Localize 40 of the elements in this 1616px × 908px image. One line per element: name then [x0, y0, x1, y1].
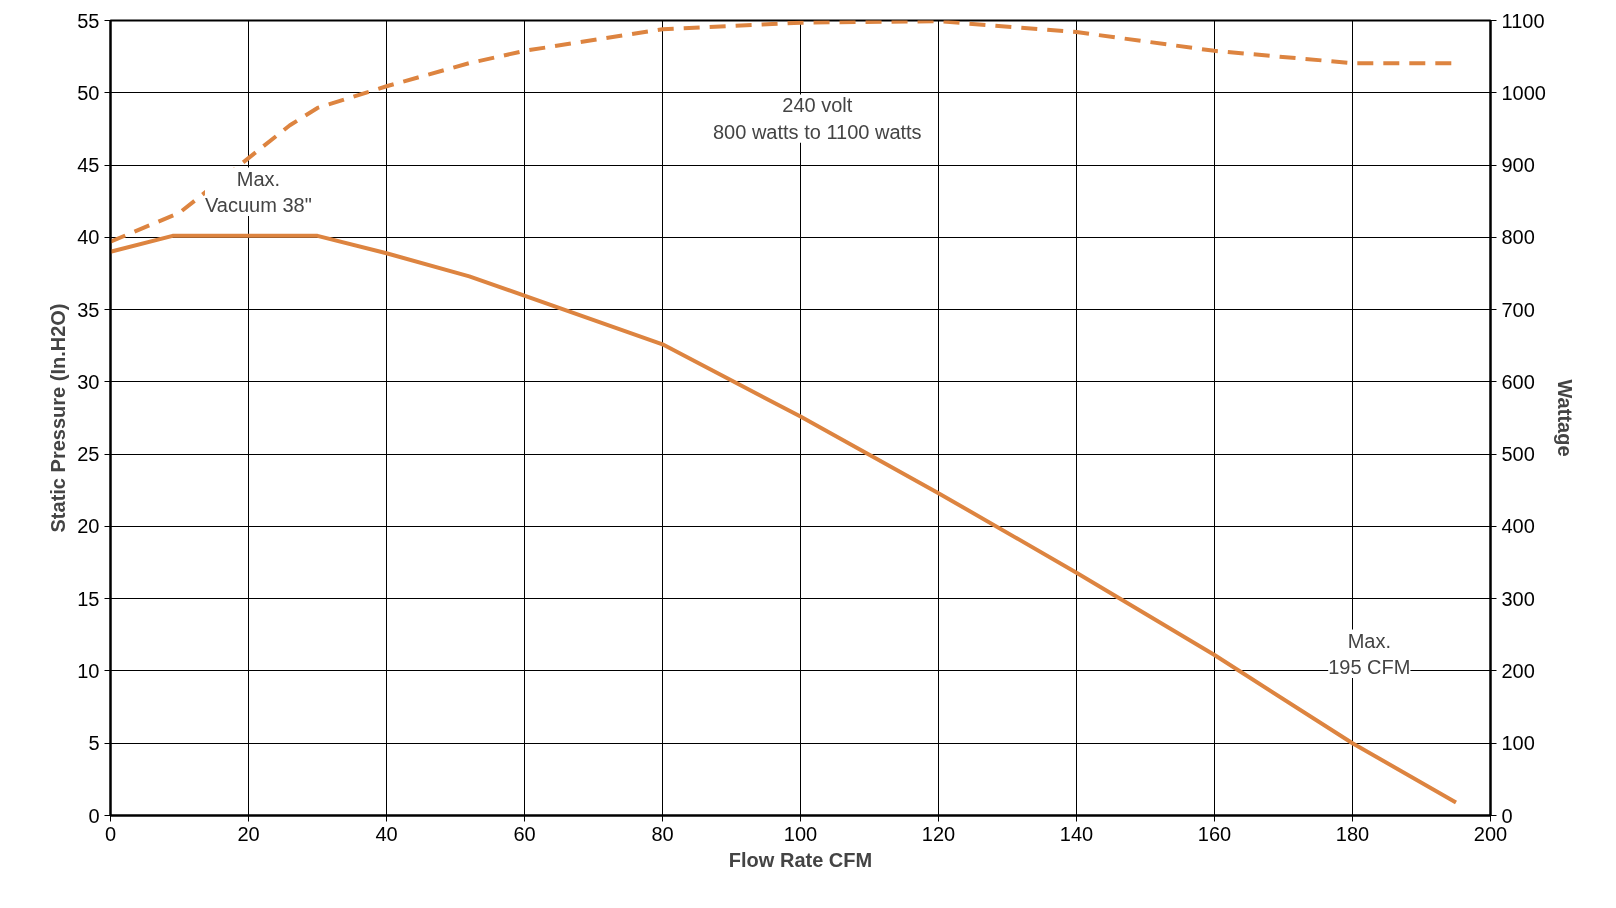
- y-axis-title: Static Pressure (In.H2O): [47, 303, 70, 533]
- y2-tick-label: 800: [1501, 226, 1535, 249]
- y-tick-label: 35: [77, 298, 100, 321]
- annotation: Max. Vacuum 38": [205, 167, 312, 216]
- y2-tick-label: 100: [1501, 732, 1535, 755]
- y-tick-label: 30: [77, 370, 100, 393]
- annotation: Max. 195 CFM: [1328, 629, 1411, 678]
- x-tick-label: 80: [651, 822, 674, 845]
- y-tick-label: 0: [88, 804, 100, 827]
- y2-tick-label: 300: [1501, 587, 1535, 610]
- y-tick-label: 10: [77, 659, 100, 682]
- x-tick-label: 100: [783, 822, 818, 845]
- y-tick-label: 40: [77, 226, 100, 249]
- y2-tick-label: 200: [1501, 659, 1535, 682]
- x-tick-label: 120: [921, 822, 956, 845]
- y2-tick-label: 900: [1501, 154, 1535, 177]
- y2-axis-title: Wattage: [1553, 379, 1576, 457]
- y-tick-label: 25: [77, 443, 100, 466]
- x-tick-label: 160: [1197, 822, 1232, 845]
- y2-tick-label: 1100: [1501, 9, 1545, 32]
- y2-tick-label: 400: [1501, 515, 1535, 538]
- line-series: [110, 233, 1458, 805]
- annotation: 240 volt 800 watts to 1100 watts: [712, 94, 922, 143]
- x-tick-label: 0: [104, 822, 117, 845]
- x-tick-label: 40: [375, 822, 398, 845]
- y-tick-label: 55: [77, 9, 100, 32]
- y2-tick-label: 600: [1501, 370, 1535, 393]
- y2-tick-label: 500: [1501, 443, 1535, 466]
- y-tick-label: 50: [77, 81, 100, 104]
- y-tick-label: 20: [77, 515, 100, 538]
- x-tick-label: 20: [237, 822, 260, 845]
- x-tick-label: 180: [1335, 822, 1370, 845]
- x-tick-label: 60: [513, 822, 536, 845]
- y-tick-label: 45: [77, 154, 100, 177]
- y-tick-label: 15: [77, 587, 100, 610]
- x-tick-label: 140: [1059, 822, 1094, 845]
- x-axis-title: Flow Rate CFM: [728, 848, 873, 871]
- y2-tick-label: 1000: [1501, 81, 1546, 104]
- y2-tick-label: 700: [1501, 298, 1535, 321]
- y-tick-label: 5: [88, 732, 100, 755]
